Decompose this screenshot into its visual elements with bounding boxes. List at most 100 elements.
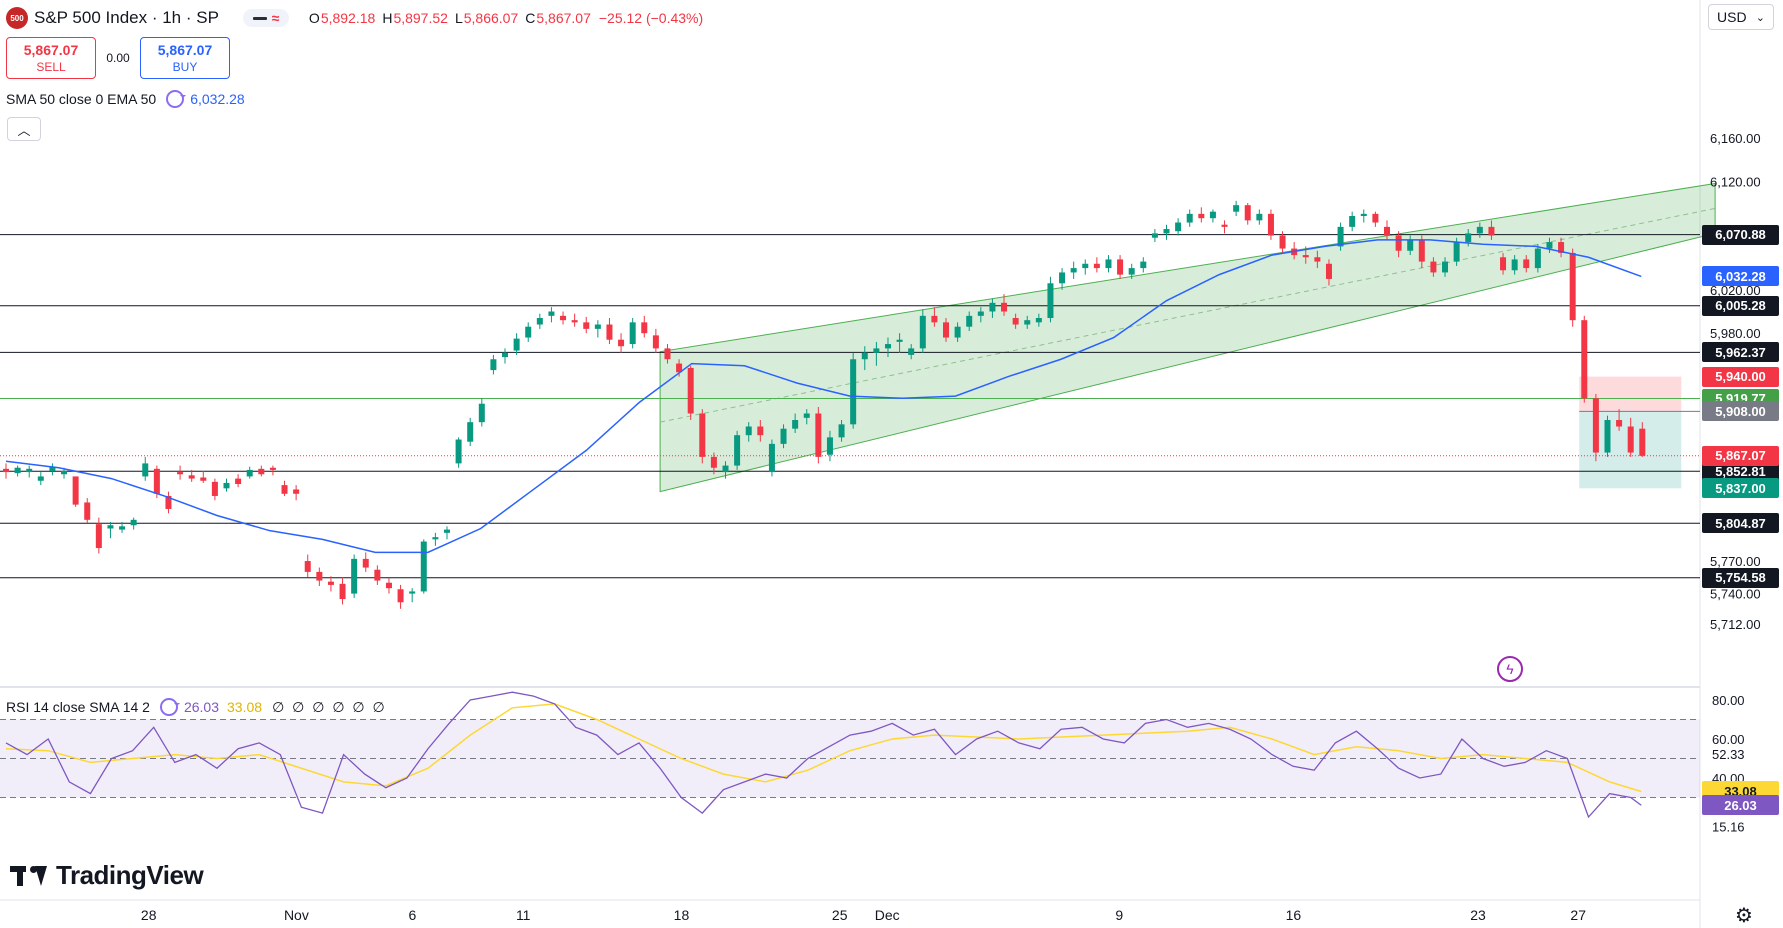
candle-body bbox=[1558, 242, 1565, 253]
candle-body bbox=[641, 322, 648, 334]
ohlc-key: H bbox=[382, 10, 393, 26]
candle-body bbox=[1430, 261, 1437, 273]
candle-body bbox=[26, 468, 33, 473]
candle-body bbox=[1175, 222, 1182, 232]
candle-body bbox=[316, 571, 323, 581]
candle-body bbox=[873, 348, 880, 353]
candle-body bbox=[722, 465, 729, 473]
sma-50-line bbox=[5, 239, 1642, 554]
candle-body bbox=[95, 524, 102, 549]
candle-body bbox=[734, 435, 741, 466]
level-price-tag: 5,754.58 bbox=[1702, 567, 1779, 588]
refresh-icon[interactable] bbox=[166, 90, 187, 108]
candle-body bbox=[246, 469, 253, 477]
candle-body bbox=[652, 335, 659, 349]
candle-body bbox=[629, 322, 636, 345]
candle-body bbox=[1418, 239, 1425, 262]
rsi-legend-label: RSI 14 close SMA 14 2 bbox=[6, 699, 150, 715]
candle-body bbox=[235, 478, 242, 485]
rsi-legend[interactable]: RSI 14 close SMA 14 2 26.03 33.08 ∅ ∅ ∅ … bbox=[6, 698, 387, 716]
candle-body bbox=[1140, 261, 1147, 269]
candle-body bbox=[1024, 320, 1031, 325]
candle-body bbox=[745, 426, 752, 436]
level-price-tag: 6,070.88 bbox=[1702, 224, 1779, 245]
collapse-legend-button[interactable]: ︿ bbox=[7, 117, 41, 141]
candle-body bbox=[1372, 213, 1379, 223]
candle-body bbox=[1488, 226, 1495, 236]
candle-body bbox=[409, 591, 416, 594]
candle-body bbox=[1476, 226, 1483, 234]
candle-body bbox=[583, 322, 590, 329]
level-price-tag: 5,962.37 bbox=[1702, 342, 1779, 363]
candle-body bbox=[1442, 261, 1449, 273]
candle-body bbox=[293, 489, 300, 494]
candle-body bbox=[1151, 233, 1158, 238]
candle-body bbox=[884, 344, 891, 349]
market-status-pill[interactable]: ≈ bbox=[242, 9, 289, 27]
rsi-tick-label: 52.33 bbox=[1712, 747, 1745, 762]
candle-body bbox=[3, 468, 9, 473]
refresh-icon[interactable] bbox=[159, 698, 180, 716]
candle-body bbox=[142, 463, 149, 477]
candle-body bbox=[49, 466, 56, 471]
buy-price: 5,867.07 bbox=[157, 42, 213, 58]
candle-body bbox=[374, 569, 381, 581]
last-price-tag: 5,867.07 bbox=[1702, 445, 1779, 466]
candle-body bbox=[455, 439, 462, 464]
time-tick-label: 27 bbox=[1570, 907, 1586, 923]
sma-legend[interactable]: SMA 50 close 0 EMA 50 6,032.28 bbox=[6, 90, 245, 108]
candle-body bbox=[1627, 426, 1634, 453]
level-price-tag: 6,005.28 bbox=[1702, 295, 1779, 316]
lightning-icon[interactable]: ϟ bbox=[1497, 656, 1523, 682]
sma-price-tag: 6,032.28 bbox=[1702, 266, 1779, 287]
time-axis: 28 Nov 6 11 18 25 Dec 9 16 23 27 bbox=[141, 907, 1586, 923]
ohlc-key: L bbox=[454, 10, 463, 26]
candle-body bbox=[188, 475, 195, 479]
symbol-title[interactable]: S&P 500 Index · 1h · SP bbox=[34, 8, 219, 27]
level-price-tag: 5,804.87 bbox=[1702, 513, 1779, 534]
candle-body bbox=[513, 338, 520, 351]
candle-body bbox=[861, 352, 868, 360]
candle-body bbox=[1639, 428, 1646, 456]
candle-body bbox=[165, 495, 172, 509]
rsi-tick-label: 15.16 bbox=[1712, 819, 1745, 834]
candle-body bbox=[780, 428, 787, 444]
candle-body bbox=[664, 348, 671, 360]
candle-body bbox=[1233, 205, 1240, 212]
candle-body bbox=[1302, 255, 1309, 258]
candle-body bbox=[61, 470, 68, 475]
candle-body bbox=[1453, 242, 1460, 262]
candle-body bbox=[385, 582, 392, 589]
buy-button[interactable]: 5,867.07 BUY bbox=[140, 37, 230, 79]
currency-selector[interactable]: USD ⌄ bbox=[1708, 4, 1774, 30]
time-tick-label: 23 bbox=[1470, 907, 1486, 923]
candle-body bbox=[571, 320, 578, 323]
candle-body bbox=[1035, 318, 1042, 323]
sell-button[interactable]: 5,867.07 SELL bbox=[6, 37, 96, 79]
rsi-legend-value: 26.03 bbox=[183, 699, 220, 715]
candle-body bbox=[1082, 263, 1089, 269]
candle-body bbox=[177, 472, 184, 475]
horizontal-levels[interactable] bbox=[0, 234, 1700, 579]
candle-body bbox=[1395, 235, 1402, 251]
ohlc-key: O bbox=[308, 10, 320, 26]
chevron-down-icon: ⌄ bbox=[1755, 11, 1765, 24]
price-tick-label: 5,740.00 bbox=[1710, 587, 1761, 602]
price-tick-label: 6,020.00 bbox=[1710, 283, 1761, 298]
candle-body bbox=[560, 315, 567, 321]
spread-value: 0.00 bbox=[106, 51, 130, 65]
candle-body bbox=[327, 581, 334, 585]
candle-body bbox=[792, 420, 799, 429]
candle-body bbox=[1592, 398, 1599, 453]
candle-body bbox=[37, 476, 44, 481]
candle-body bbox=[130, 519, 137, 526]
candle-body bbox=[676, 363, 683, 373]
candle-body bbox=[536, 318, 543, 325]
candle-body bbox=[1569, 252, 1576, 321]
settings-gear-icon[interactable]: ⚙ bbox=[1735, 904, 1753, 927]
price-tick-label: 6,120.00 bbox=[1710, 174, 1761, 189]
sma-legend-value: 6,032.28 bbox=[190, 91, 245, 107]
level-price-tag: 5,852.81 bbox=[1702, 461, 1779, 482]
candle-body bbox=[1256, 213, 1263, 221]
